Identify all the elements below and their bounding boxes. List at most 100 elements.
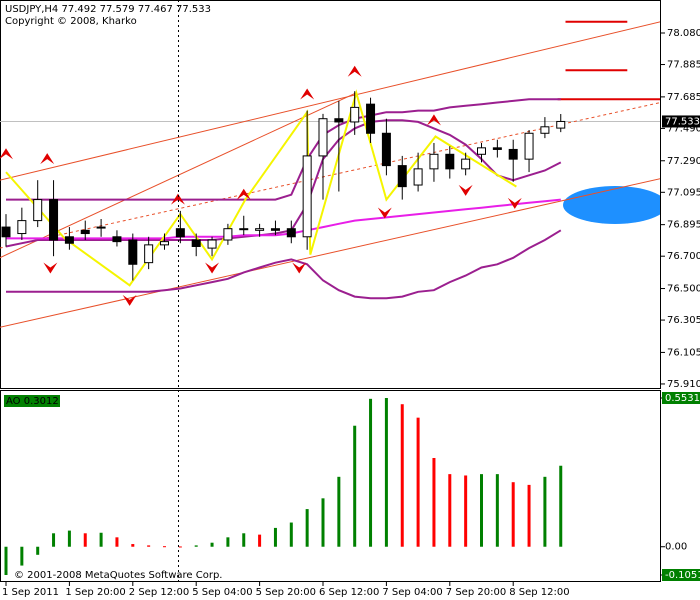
trendline xyxy=(0,178,660,328)
x-tick-label: 7 Sep 04:00 xyxy=(382,587,442,598)
ao-bar xyxy=(353,425,357,547)
candle-body xyxy=(540,126,550,134)
ao-bar xyxy=(67,530,71,547)
ao-bar xyxy=(384,398,388,547)
y-tick-label: 0.00 xyxy=(665,542,687,553)
x-tick-label: 5 Sep 20:00 xyxy=(256,587,316,598)
x-tick-label: 6 Sep 12:00 xyxy=(319,587,379,598)
ao-bar xyxy=(305,509,309,547)
indicator-line xyxy=(6,98,561,201)
ao-bar xyxy=(464,475,468,547)
ao-bar xyxy=(289,522,293,547)
candle-body xyxy=(96,226,106,229)
candle-body xyxy=(318,118,328,157)
x-tick-label: 2 Sep 12:00 xyxy=(129,587,189,598)
chart-title: USDJPY,H4 77.492 77.579 77.467 77.533 xyxy=(5,4,211,15)
fractal-arrow xyxy=(236,188,251,200)
candle-body xyxy=(64,236,74,244)
candle-body xyxy=(350,106,360,123)
indicator-line xyxy=(5,119,562,248)
zigzag-line xyxy=(5,89,517,287)
y-tick-label: 77.685 xyxy=(667,92,700,103)
candle-body xyxy=(413,168,423,186)
y-tick-label: 78.080 xyxy=(667,28,700,39)
ao-bar xyxy=(20,546,24,566)
ao-bar xyxy=(4,546,8,575)
chart-subtitle: Copyright © 2008, Kharko xyxy=(5,16,137,27)
x-tick-label: 8 Sep 12:00 xyxy=(509,587,569,598)
ao-bar xyxy=(527,484,531,547)
fractal-arrow xyxy=(300,88,315,100)
ao-bar xyxy=(416,417,420,547)
ao-bar xyxy=(36,546,40,555)
candle-body xyxy=(17,220,27,235)
y-tick-label: 76.895 xyxy=(667,220,700,231)
candle-body xyxy=(175,228,185,238)
ao-bar xyxy=(163,546,166,548)
x-tick-label: 7 Sep 20:00 xyxy=(446,587,506,598)
ao-bar xyxy=(194,545,198,547)
indicator-line xyxy=(6,198,561,240)
ao-bar xyxy=(210,542,214,547)
y-tick-label: 75.910 xyxy=(667,379,700,390)
ao-bar xyxy=(337,476,341,547)
footer: © 2001-2008 MetaQuotes Software Corp. xyxy=(14,570,222,581)
ao-bar xyxy=(432,457,436,547)
ao-bar xyxy=(511,482,515,547)
price-box-label: 77.533 xyxy=(665,116,700,127)
x-tick-label: 5 Sep 04:00 xyxy=(192,587,252,598)
ao-bar xyxy=(52,533,56,547)
candle-body xyxy=(366,103,376,134)
ao-bar xyxy=(543,476,547,547)
y-tick-box xyxy=(662,569,700,581)
ao-bar xyxy=(400,404,404,547)
drawn-ellipse xyxy=(563,186,660,224)
ao-bar xyxy=(226,537,230,547)
fractal-arrow xyxy=(43,262,58,274)
y-tick-label: 77.290 xyxy=(667,156,700,167)
candle-body xyxy=(461,158,471,170)
candle-body xyxy=(1,226,11,238)
indicator-line xyxy=(6,229,562,300)
candle-body xyxy=(80,229,90,235)
price-plot xyxy=(0,20,660,328)
y-tick-label: 77.490 xyxy=(667,123,700,134)
candle-body xyxy=(556,120,566,129)
ao-title-box xyxy=(4,395,60,407)
ao-panel xyxy=(0,390,661,582)
ao-bar xyxy=(131,544,135,547)
ao-bar xyxy=(369,398,373,547)
candle-body xyxy=(270,228,280,231)
candle-body xyxy=(160,241,169,246)
candle-body xyxy=(223,228,233,241)
candle-body xyxy=(33,199,43,222)
candle-body xyxy=(508,148,518,160)
y-tick-box xyxy=(662,392,700,404)
y-tick-label: 76.305 xyxy=(667,315,700,326)
ao-bar xyxy=(147,545,151,547)
fractal-arrow xyxy=(458,184,473,196)
y-tick-label: 76.500 xyxy=(667,284,700,295)
fractal-arrow xyxy=(40,153,55,165)
ao-bar xyxy=(83,533,87,547)
y-tick-label: 76.105 xyxy=(667,347,700,358)
candle-body xyxy=(302,155,312,238)
ao-bar xyxy=(321,498,325,547)
candle-body xyxy=(429,153,439,170)
y-tick-label: 0.5531 xyxy=(665,393,700,404)
main-panel xyxy=(0,0,661,389)
ao-bar xyxy=(273,527,277,547)
candle-body xyxy=(191,239,201,247)
y-tick-label: 77.095 xyxy=(667,187,700,198)
fractal-arrow xyxy=(347,65,362,77)
y-tick-label: 77.885 xyxy=(667,60,700,71)
fractal-arrow xyxy=(0,148,13,160)
candle-body xyxy=(334,118,344,123)
ao-bar xyxy=(115,537,119,547)
candle-body xyxy=(524,132,534,160)
x-tick-label: 1 Sep 2011 xyxy=(2,587,59,598)
fractal-arrow xyxy=(426,114,441,126)
axes: 78.080 77.885 77.685 77.490 77.290 77.095 76.8… xyxy=(2,28,700,598)
candle-body xyxy=(492,147,502,150)
